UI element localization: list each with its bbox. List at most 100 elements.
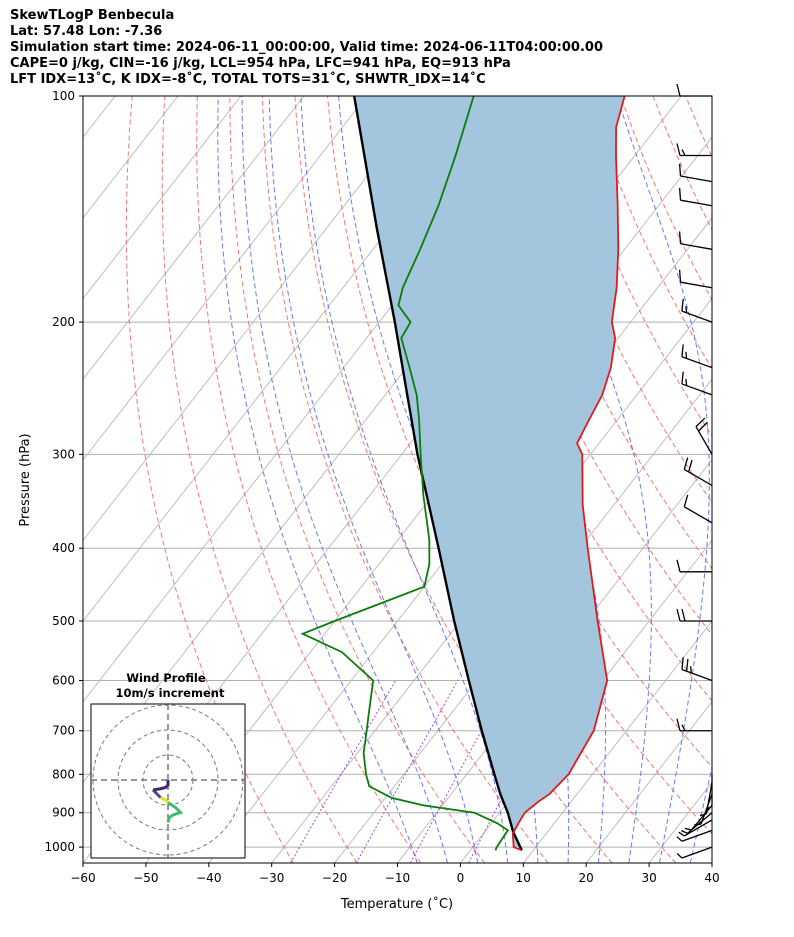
wind-barb (683, 457, 713, 487)
barb-staff (695, 426, 713, 455)
wind-barb (676, 83, 712, 97)
wind-barb (678, 819, 713, 837)
isotherm--130 (83, 96, 242, 300)
barb-full (678, 269, 682, 283)
barb-full (681, 608, 686, 622)
cape-fill (354, 96, 625, 848)
dry-adiabat (522, 96, 712, 504)
profile-lines (300, 96, 626, 852)
barb-full (676, 559, 681, 572)
x-axis-label: Temperature (˚C) (340, 896, 453, 912)
mixing-ratio-line (409, 680, 510, 863)
mixing-ratio-line (290, 680, 397, 863)
wind-barb (681, 371, 713, 396)
barb-staff (681, 356, 713, 369)
wind-barb (676, 608, 712, 622)
y-tick-label: 200 (52, 315, 75, 329)
barb-full (695, 417, 706, 428)
hodograph-trace (166, 801, 184, 823)
dry-adiabat (229, 96, 485, 863)
wind-barb (676, 143, 712, 157)
wind-barb (705, 774, 713, 810)
y-tick-label: 900 (52, 806, 75, 820)
dry-adiabat (196, 96, 422, 863)
barb-staff (680, 175, 713, 183)
barb-staff (683, 506, 713, 524)
barb-full (683, 494, 689, 507)
wind-barb (678, 187, 713, 207)
temperature-profile (511, 96, 626, 852)
chart-header: SkewTLogP Benbecula Lat: 57.48 Lon: -7.3… (10, 8, 603, 88)
chart-title: SkewTLogP Benbecula (10, 8, 175, 23)
y-axis-label: Pressure (hPa) (18, 433, 33, 526)
barb-half (681, 149, 686, 156)
x-tick-label: −40 (196, 871, 221, 885)
barb-staff (681, 668, 713, 682)
moist-adiabat (217, 96, 418, 863)
isotherm-20 (585, 700, 712, 863)
barb-full (676, 608, 681, 622)
barb-half (685, 306, 688, 313)
barb-full (676, 143, 681, 156)
wind-barb (678, 269, 713, 289)
hodograph-subtitle: 10m/s increment (116, 686, 225, 700)
station-location: Lat: 57.48 Lon: -7.36 (10, 24, 163, 39)
wind-barb (678, 163, 713, 183)
hodograph-trace (159, 796, 170, 804)
wind-barb (684, 804, 713, 831)
barb-half (689, 666, 692, 674)
barb-full (698, 421, 708, 432)
isotherm--20 (334, 378, 712, 863)
moist-adiabat (300, 96, 509, 863)
wind-barb (676, 829, 713, 842)
dry-adiabat (751, 96, 794, 863)
dry-adiabat (652, 96, 712, 231)
dry-adiabat (783, 96, 794, 863)
barb-full (685, 658, 689, 672)
wind-barb (676, 846, 713, 859)
wind-barb (676, 718, 712, 732)
barb-full (681, 657, 684, 670)
barb-full (676, 718, 681, 731)
barb-half (685, 378, 688, 386)
isotherm--100 (83, 96, 431, 542)
isotherm--110 (83, 96, 368, 461)
axes: −60 −50 −40 −30 −20 −10 0 10 20 30 40 100 200 300 400 5… (44, 89, 719, 885)
dry-adiabat (620, 96, 712, 301)
x-tick-label: −50 (133, 871, 158, 885)
moist-adiabat (241, 96, 449, 863)
y-tick-label: 700 (52, 724, 75, 738)
hodograph-title: Wind Profile (126, 671, 206, 685)
x-tick-label: 40 (704, 871, 719, 885)
cape-indices: CAPE=0 j/kg, CIN=-16 j/kg, LCL=954 hPa, … (10, 56, 511, 71)
dewpoint-profile (300, 96, 510, 851)
barb-half (676, 852, 683, 859)
wind-barb (681, 657, 713, 682)
x-tick-label: 0 (457, 871, 465, 885)
isotherm--120 (83, 96, 305, 380)
dry-adiabat (125, 96, 294, 863)
barb-staff (683, 468, 713, 487)
barb-full (678, 231, 682, 244)
y-tick-label: 1000 (44, 840, 75, 854)
x-tick-label: 30 (641, 871, 656, 885)
barb-half (681, 830, 688, 834)
cape-area (354, 96, 625, 848)
barb-full (681, 344, 684, 357)
wind-barb (683, 494, 713, 524)
hodograph-trace (152, 780, 170, 792)
x-tick-label: 20 (579, 871, 594, 885)
barb-staff (683, 819, 713, 837)
barb-full (681, 298, 684, 312)
x-tick-label: −20 (322, 871, 347, 885)
moist-adiabat (689, 764, 712, 863)
barb-full (687, 459, 693, 473)
isotherm-10 (522, 620, 712, 863)
wind-barb (681, 344, 713, 369)
y-tick-label: 300 (52, 447, 75, 461)
barb-staff (681, 310, 713, 323)
isotherm-40 (711, 862, 712, 863)
barb-staff (681, 846, 713, 859)
barb-staff (681, 383, 713, 396)
y-tick-label: 500 (52, 614, 75, 628)
